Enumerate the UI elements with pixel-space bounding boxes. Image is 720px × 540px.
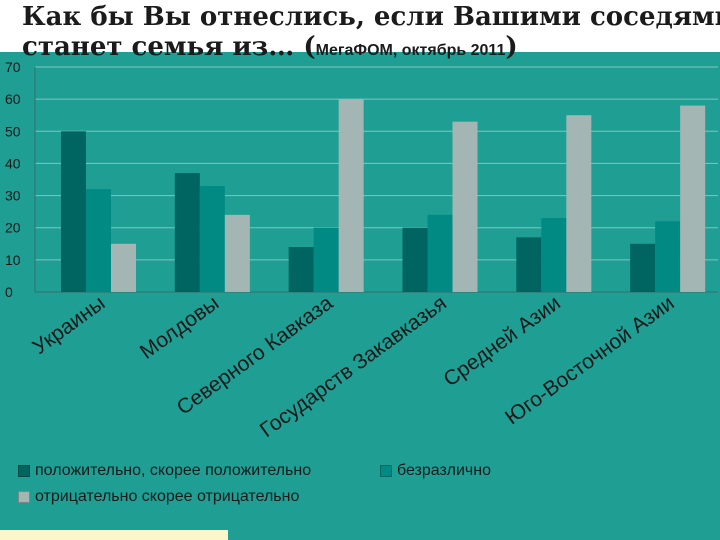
chart-legend: положительно, скорее положительно безраз… (18, 462, 678, 518)
y-tick-label: 30 (5, 188, 21, 204)
y-tick-label: 50 (5, 123, 21, 139)
y-tick-label: 0 (5, 284, 13, 300)
legend-label-positive: положительно, скорее положительно (35, 462, 312, 479)
bottom-strip (0, 530, 228, 540)
legend-item-positive: положительно, скорее положительно (18, 462, 311, 480)
bar (427, 214, 453, 292)
x-category-label: Украины (28, 291, 109, 359)
y-tick-label: 60 (5, 91, 21, 107)
title-source: МегаФОМ, октябрь 2011 (315, 42, 506, 59)
bar (313, 227, 339, 292)
x-category-label: Средней Азии (439, 291, 564, 391)
bar (61, 131, 86, 292)
legend-swatch-positive (18, 465, 30, 477)
legend-label-negative: отрицательно скорее отрицательно (35, 488, 300, 505)
bar (224, 214, 250, 292)
bar (288, 247, 314, 292)
bar (516, 237, 542, 292)
title-line-1: Как бы Вы отнеслись, если Вашими соседям… (22, 2, 720, 32)
bar (452, 121, 478, 293)
bar (86, 189, 111, 292)
bar (199, 185, 225, 292)
legend-item-indifferent: безразлично (380, 462, 491, 480)
title-close-paren: ) (505, 32, 518, 62)
y-tick-label: 40 (5, 155, 21, 171)
x-category-label: Молдовы (136, 291, 223, 363)
title-text-2: станет семья из… ( (22, 32, 316, 62)
bar (338, 99, 364, 292)
legend-swatch-negative (18, 491, 30, 503)
bar (680, 105, 706, 292)
bar (566, 115, 592, 292)
legend-item-negative: отрицательно скорее отрицательно (18, 488, 299, 506)
bar (541, 218, 567, 292)
title-line-2: станет семья из… (МегаФОМ, октябрь 2011) (22, 32, 518, 62)
legend-label-indifferent: безразлично (397, 462, 491, 479)
x-category-label: Государств Закавказья (256, 291, 451, 442)
legend-swatch-indifferent (380, 465, 392, 477)
slide-title: Как бы Вы отнеслись, если Вашими соседям… (0, 0, 720, 64)
y-tick-label: 20 (5, 220, 21, 236)
y-tick-label: 10 (5, 252, 21, 268)
bar (630, 243, 656, 292)
y-tick-label: 70 (5, 59, 21, 75)
title-text-1: Как бы Вы отнеслись, если Вашими соседям… (22, 2, 720, 32)
bar (174, 173, 200, 292)
bar (655, 221, 681, 292)
bar (111, 243, 136, 292)
bar (402, 227, 428, 292)
